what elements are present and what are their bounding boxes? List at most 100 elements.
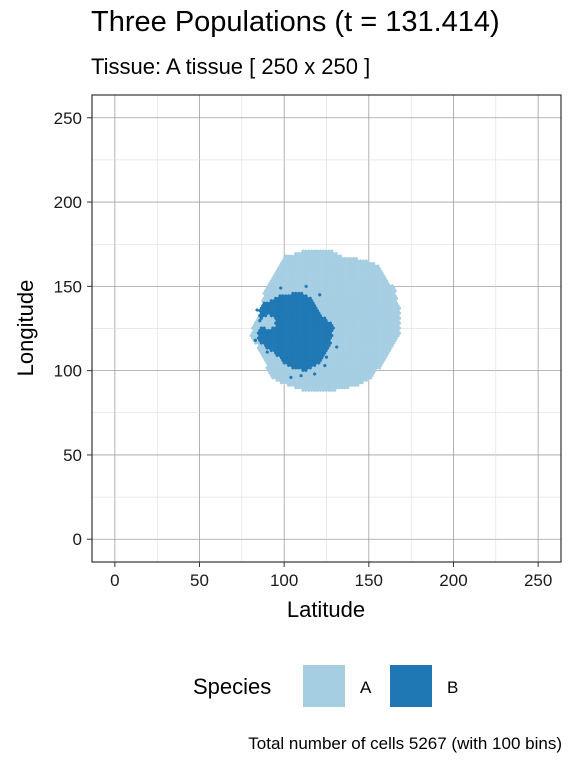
- cell-a: [366, 261, 370, 266]
- cell-a: [392, 291, 396, 296]
- cell-b: [297, 366, 301, 370]
- cell-a: [275, 363, 279, 368]
- cell-a: [314, 380, 318, 385]
- cell-a: [385, 333, 389, 338]
- cell-a: [310, 274, 314, 278]
- cell-a: [346, 361, 350, 365]
- cell-a: [382, 289, 386, 293]
- cell-a: [307, 254, 311, 258]
- cell-a: [350, 274, 354, 278]
- cell-a: [354, 286, 358, 291]
- cell-a: [334, 301, 338, 306]
- cell-b: [281, 358, 285, 363]
- cell-a: [364, 299, 368, 303]
- cell-a: [300, 266, 304, 271]
- cell-a: [320, 371, 324, 375]
- cell-a: [346, 311, 350, 315]
- cell-a: [359, 289, 363, 293]
- cell-b: [274, 331, 278, 335]
- cell-a: [360, 261, 364, 266]
- cell-a: [287, 284, 291, 288]
- cell-b: [272, 343, 276, 348]
- cell-b: [258, 338, 262, 343]
- x-tick-label: 150: [355, 571, 383, 590]
- cell-a: [290, 284, 294, 288]
- cell-a: [366, 366, 370, 370]
- cell-a: [369, 266, 373, 271]
- cell-a: [387, 348, 391, 353]
- cell-b: [299, 373, 303, 378]
- cell-a: [317, 385, 321, 390]
- cell-a: [346, 341, 350, 345]
- cell-a: [386, 346, 390, 350]
- cell-b: [290, 318, 294, 323]
- legend-swatch-a: [303, 665, 345, 707]
- cell-b: [272, 313, 276, 318]
- cell-a: [393, 309, 397, 313]
- cell-a: [304, 383, 308, 387]
- cell-a: [271, 356, 275, 360]
- cell-a: [333, 348, 337, 353]
- cell-a: [330, 388, 334, 392]
- cell-a: [372, 326, 376, 330]
- cell-a: [386, 306, 390, 311]
- cell-b: [292, 333, 296, 338]
- cell-a: [347, 269, 351, 273]
- cell-a: [311, 256, 315, 261]
- cell-a: [336, 269, 340, 273]
- cell-a: [317, 306, 321, 311]
- cell-b: [302, 296, 306, 301]
- cell-a: [288, 266, 292, 271]
- cell-a: [374, 276, 378, 281]
- cell-b: [288, 336, 292, 340]
- cell-b: [313, 309, 317, 313]
- cell-a: [369, 276, 373, 281]
- cell-b: [315, 338, 319, 343]
- cell-a: [327, 274, 331, 278]
- cell-a: [331, 380, 335, 385]
- cell-b: [315, 318, 319, 323]
- cell-a: [275, 368, 279, 373]
- cell-a: [340, 351, 344, 355]
- cell-a: [382, 299, 386, 303]
- cell-a: [310, 294, 314, 298]
- cell-a: [318, 368, 322, 373]
- cell-b: [324, 318, 328, 323]
- cell-b: [307, 309, 311, 313]
- cell-b: [290, 358, 294, 363]
- cell-a: [363, 281, 367, 286]
- cell-a: [353, 313, 357, 318]
- cell-a: [290, 274, 294, 278]
- cell-a: [301, 269, 305, 273]
- cell-a: [373, 313, 377, 318]
- cell-a: [291, 271, 295, 276]
- cell-b: [311, 316, 315, 320]
- cell-a: [367, 299, 371, 303]
- cell-a: [346, 281, 350, 286]
- cell-b: [282, 296, 286, 301]
- cell-a: [379, 274, 383, 278]
- cell-b: [288, 321, 292, 325]
- cell-a: [359, 269, 363, 273]
- cell-a: [272, 373, 276, 378]
- cell-a: [372, 266, 376, 271]
- cell-a: [336, 323, 340, 328]
- cell-b: [279, 336, 283, 340]
- cell-a: [285, 286, 289, 291]
- cell-a: [336, 264, 340, 268]
- cell-a: [337, 271, 341, 276]
- cell-a: [344, 318, 348, 323]
- cell-a: [297, 385, 301, 390]
- cell-b: [275, 343, 279, 348]
- cell-a: [272, 318, 276, 323]
- cell-a: [287, 378, 291, 382]
- cell-a: [341, 294, 345, 298]
- cell-a: [285, 276, 289, 281]
- cell-a: [395, 326, 399, 330]
- cell-a: [323, 276, 327, 281]
- cell-a: [336, 259, 340, 263]
- cell-b: [321, 353, 325, 358]
- cell-a: [380, 306, 384, 311]
- cell-a: [370, 373, 374, 378]
